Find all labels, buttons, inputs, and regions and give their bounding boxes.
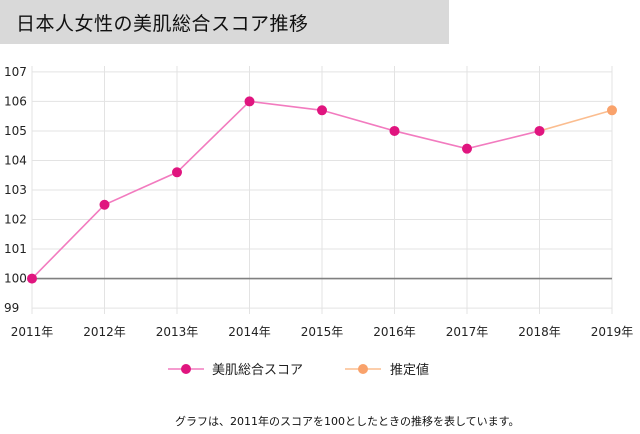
legend-estimate-marker <box>358 364 368 374</box>
chart-title: 日本人女性の美肌総合スコア推移 <box>16 13 309 35</box>
actual-point <box>534 125 545 136</box>
legend-actual-marker <box>181 364 191 374</box>
line-chart: 99 100 101 102 103 104 105 106 107 2011年 2012年 2013… <box>4 65 634 378</box>
x-tick-label: 2017年 <box>446 325 489 339</box>
estimate-point <box>607 105 617 116</box>
y-tick-label: 103 <box>4 183 27 197</box>
actual-point <box>99 199 110 210</box>
y-tick-label: 104 <box>4 153 27 167</box>
x-tick-label: 2018年 <box>518 325 561 339</box>
x-tick-label: 2016年 <box>373 325 416 339</box>
x-tick-label: 2019年 <box>591 325 634 339</box>
x-tick-label: 2011年 <box>11 325 54 339</box>
footnote: グラフは、2011年のスコアを100としたときの推移を表しています。 <box>175 415 520 428</box>
y-tick-label: 107 <box>4 65 27 79</box>
estimate-series-line <box>539 109 613 132</box>
actual-point <box>27 273 37 284</box>
x-tick-label: 2014年 <box>228 325 271 339</box>
legend-actual-label: 美肌総合スコア <box>212 363 303 378</box>
actual-point <box>172 167 182 178</box>
actual-point <box>244 96 255 107</box>
y-tick-label: 101 <box>4 242 27 256</box>
x-tick-label: 2015年 <box>301 325 344 339</box>
y-tick-label: 100 <box>4 272 27 286</box>
x-tick-label: 2012年 <box>83 325 126 339</box>
actual-point <box>462 143 472 154</box>
y-tick-label: 102 <box>4 213 27 227</box>
actual-point <box>317 105 327 116</box>
legend-estimate-label: 推定値 <box>390 362 429 378</box>
title-bar: 日本人女性の美肌総合スコア推移 <box>0 0 449 44</box>
y-tick-label: 105 <box>4 124 27 138</box>
y-tick-label: 106 <box>4 94 27 108</box>
x-tick-label: 2013年 <box>156 325 199 339</box>
actual-point <box>389 125 400 136</box>
y-tick-label: 99 <box>4 301 19 315</box>
actual-series-line <box>31 100 540 280</box>
